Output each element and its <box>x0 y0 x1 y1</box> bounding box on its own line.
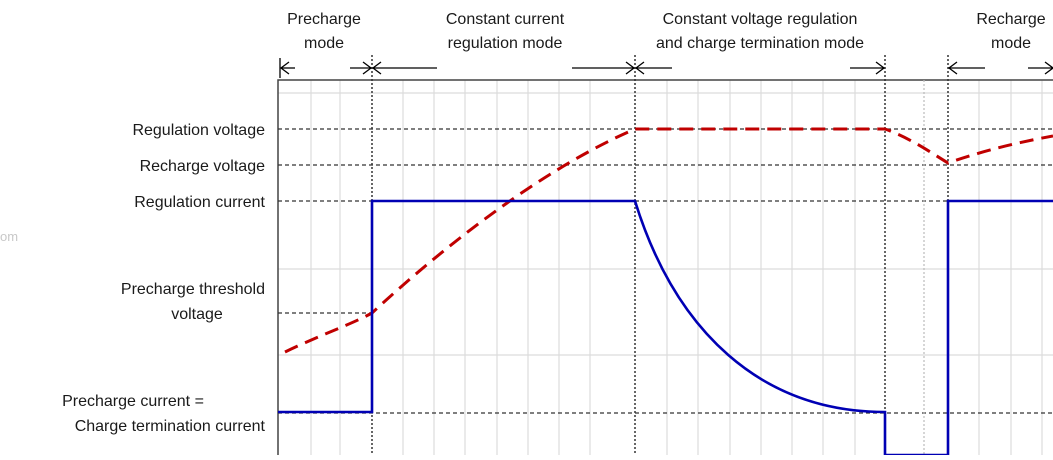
phase-labels: Precharge mode Constant current regulation … <box>287 11 1046 52</box>
phase-label-cc-line-1: Constant current <box>446 11 565 28</box>
level-label-regulation-current-line-1: Regulation current <box>134 194 265 211</box>
level-dashed-lines <box>278 128 1053 414</box>
phase-label-cv-line-1: Constant voltage regulation <box>663 11 858 28</box>
level-label-recharge-voltage-line-1: Recharge voltage <box>140 158 266 175</box>
level-label-precharge-current-line-1: Precharge current = <box>62 393 204 410</box>
phase-label-recharge-line-1: Recharge <box>976 11 1045 28</box>
phase-arrows <box>279 58 1053 78</box>
level-label-precharge-threshold-voltage-line-1: Precharge threshold <box>121 281 265 298</box>
level-label-regulation-voltage-line-1: Regulation voltage <box>132 122 265 139</box>
level-labels: Regulation voltage Recharge voltage Regula… <box>62 122 265 435</box>
arrow-cc-right-head <box>625 61 636 75</box>
phase-label-cc-line-2: regulation mode <box>448 35 563 52</box>
level-label-precharge-threshold-voltage-line-2: voltage <box>171 306 223 323</box>
phase-label-cv-line-2: and charge termination mode <box>656 35 864 52</box>
current-curve <box>278 199 1053 455</box>
arrow-precharge-right-head <box>362 61 373 75</box>
phase-dividers <box>371 55 949 455</box>
grid-lines <box>278 80 1053 455</box>
arrow-cv-right-head <box>875 61 886 75</box>
watermark-text: om <box>0 229 19 244</box>
phase-label-precharge-line-1: Precharge <box>287 11 361 28</box>
phase-label-precharge-line-2: mode <box>304 35 344 52</box>
voltage-curve <box>284 127 1053 354</box>
phase-label-recharge-line-2: mode <box>991 35 1031 52</box>
level-label-precharge-current-line-2: Charge termination current <box>75 418 266 435</box>
arrow-recharge-right-head <box>1044 61 1053 75</box>
plot-frame <box>277 79 1053 455</box>
